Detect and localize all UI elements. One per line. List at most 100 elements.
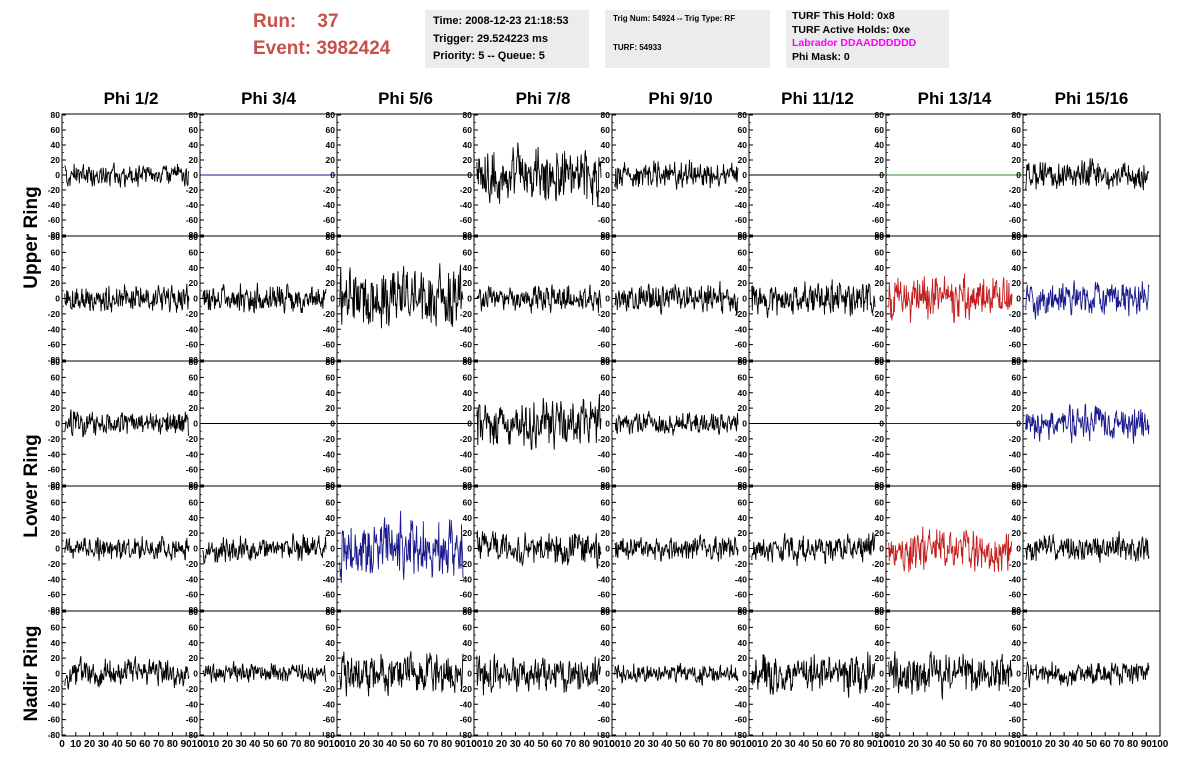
y-tick-label: 80 (463, 232, 473, 242)
y-tick-label: -60 (598, 215, 611, 225)
y-tick-label: -40 (323, 324, 336, 334)
phi-mask-text: Phi Mask: 0 (792, 50, 850, 63)
y-tick-label: -80 (323, 730, 336, 740)
row-group-label: Upper Ring (21, 186, 42, 288)
y-tick-label: 60 (189, 372, 199, 382)
y-tick-label: -40 (323, 200, 336, 210)
row-group-label: Nadir Ring (21, 625, 42, 721)
x-tick-label: 0 (609, 739, 615, 750)
y-tick-label: 80 (51, 482, 61, 492)
x-tick-label: 90 (867, 739, 879, 750)
y-tick-label: 40 (51, 638, 61, 648)
run-label-text: Run: (253, 11, 297, 32)
y-tick-label: 80 (463, 482, 473, 492)
x-tick-label: 80 (304, 739, 316, 750)
y-tick-label: -40 (460, 449, 473, 459)
y-tick-label: -60 (323, 715, 336, 725)
y-tick-label: 20 (738, 653, 748, 663)
y-tick-label: -80 (872, 605, 885, 615)
x-tick-label: 60 (689, 739, 701, 750)
y-tick-label: 20 (601, 155, 611, 165)
y-tick-label: -60 (460, 465, 473, 475)
y-tick-label: 80 (1012, 232, 1022, 242)
y-tick-label: -20 (48, 684, 61, 694)
x-tick-label: 20 (359, 739, 371, 750)
x-tick-label: 20 (496, 739, 508, 750)
y-tick-label: -80 (48, 355, 61, 365)
event-label: Event: 3982424 (253, 38, 390, 60)
time-text: Time: 2008-12-23 21:18:53 (433, 15, 569, 27)
y-tick-label: 20 (463, 278, 473, 288)
y-tick-label: 80 (601, 232, 611, 242)
y-tick-label: 20 (738, 403, 748, 413)
y-tick-label: 80 (326, 232, 336, 242)
y-tick-label: -80 (872, 480, 885, 490)
x-tick-label: 80 (579, 739, 591, 750)
y-tick-label: -40 (186, 449, 199, 459)
x-tick-label: 20 (908, 739, 920, 750)
x-tick-label: 60 (277, 739, 289, 750)
y-tick-label: -20 (186, 559, 199, 569)
y-tick-label: -40 (735, 449, 748, 459)
y-tick-label: 20 (601, 653, 611, 663)
x-tick-label: 10 (482, 739, 494, 750)
y-tick-label: 0 (605, 669, 610, 679)
y-tick-label: -20 (598, 434, 611, 444)
y-tick-label: -20 (872, 684, 885, 694)
y-tick-label: 60 (189, 622, 199, 632)
waveform-line (888, 651, 1013, 700)
y-tick-label: -20 (186, 434, 199, 444)
waveform-line (614, 534, 739, 562)
y-tick-label: 60 (326, 497, 336, 507)
y-tick-label: -60 (1009, 715, 1022, 725)
event-label-text: Event: (253, 38, 312, 59)
trig-num-text: Trig Num: 54924 -- Trig Type: RF (613, 14, 736, 23)
x-tick-label: 60 (139, 739, 151, 750)
x-tick-label: 40 (112, 739, 124, 750)
y-tick-label: -40 (323, 449, 336, 459)
row-group-label: Lower Ring (21, 434, 42, 537)
y-tick-label: -60 (323, 340, 336, 350)
y-tick-label: -20 (48, 434, 61, 444)
y-tick-label: 80 (1012, 482, 1022, 492)
x-tick-label: 50 (1086, 739, 1098, 750)
y-tick-label: 60 (1012, 622, 1022, 632)
waveform-line (1025, 280, 1150, 320)
y-tick-label: 0 (605, 170, 610, 180)
y-tick-label: -80 (323, 355, 336, 365)
x-tick-label: 90 (181, 739, 193, 750)
y-tick-label: -60 (1009, 215, 1022, 225)
y-tick-label: -80 (735, 480, 748, 490)
y-tick-label: -40 (1009, 324, 1022, 334)
y-tick-label: 0 (742, 170, 747, 180)
y-tick-label: -40 (186, 200, 199, 210)
y-tick-label: 80 (51, 232, 61, 242)
waveform-line (614, 662, 739, 687)
y-tick-label: 0 (193, 170, 198, 180)
y-tick-label: 60 (51, 622, 61, 632)
y-tick-label: 40 (875, 513, 885, 523)
y-tick-label: -20 (872, 309, 885, 319)
y-tick-label: 0 (742, 294, 747, 304)
x-tick-label: 30 (373, 739, 385, 750)
y-tick-label: 80 (601, 110, 611, 120)
y-tick-label: 40 (189, 388, 199, 398)
y-tick-label: -40 (1009, 200, 1022, 210)
x-tick-label: 20 (1045, 739, 1057, 750)
y-tick-label: 60 (1012, 247, 1022, 257)
y-tick-label: -40 (186, 699, 199, 709)
x-tick-label: 0 (883, 739, 889, 750)
column-header: Phi 11/12 (781, 89, 854, 108)
y-tick-label: -40 (48, 699, 61, 709)
y-tick-label: -20 (598, 684, 611, 694)
y-tick-label: -20 (186, 185, 199, 195)
y-tick-label: 80 (463, 357, 473, 367)
y-tick-label: -20 (1009, 559, 1022, 569)
y-tick-label: 0 (193, 669, 198, 679)
x-tick-label: 40 (249, 739, 261, 750)
y-tick-label: -60 (460, 715, 473, 725)
y-tick-label: 80 (738, 607, 748, 617)
y-tick-label: -80 (1009, 480, 1022, 490)
y-tick-label: -20 (598, 309, 611, 319)
